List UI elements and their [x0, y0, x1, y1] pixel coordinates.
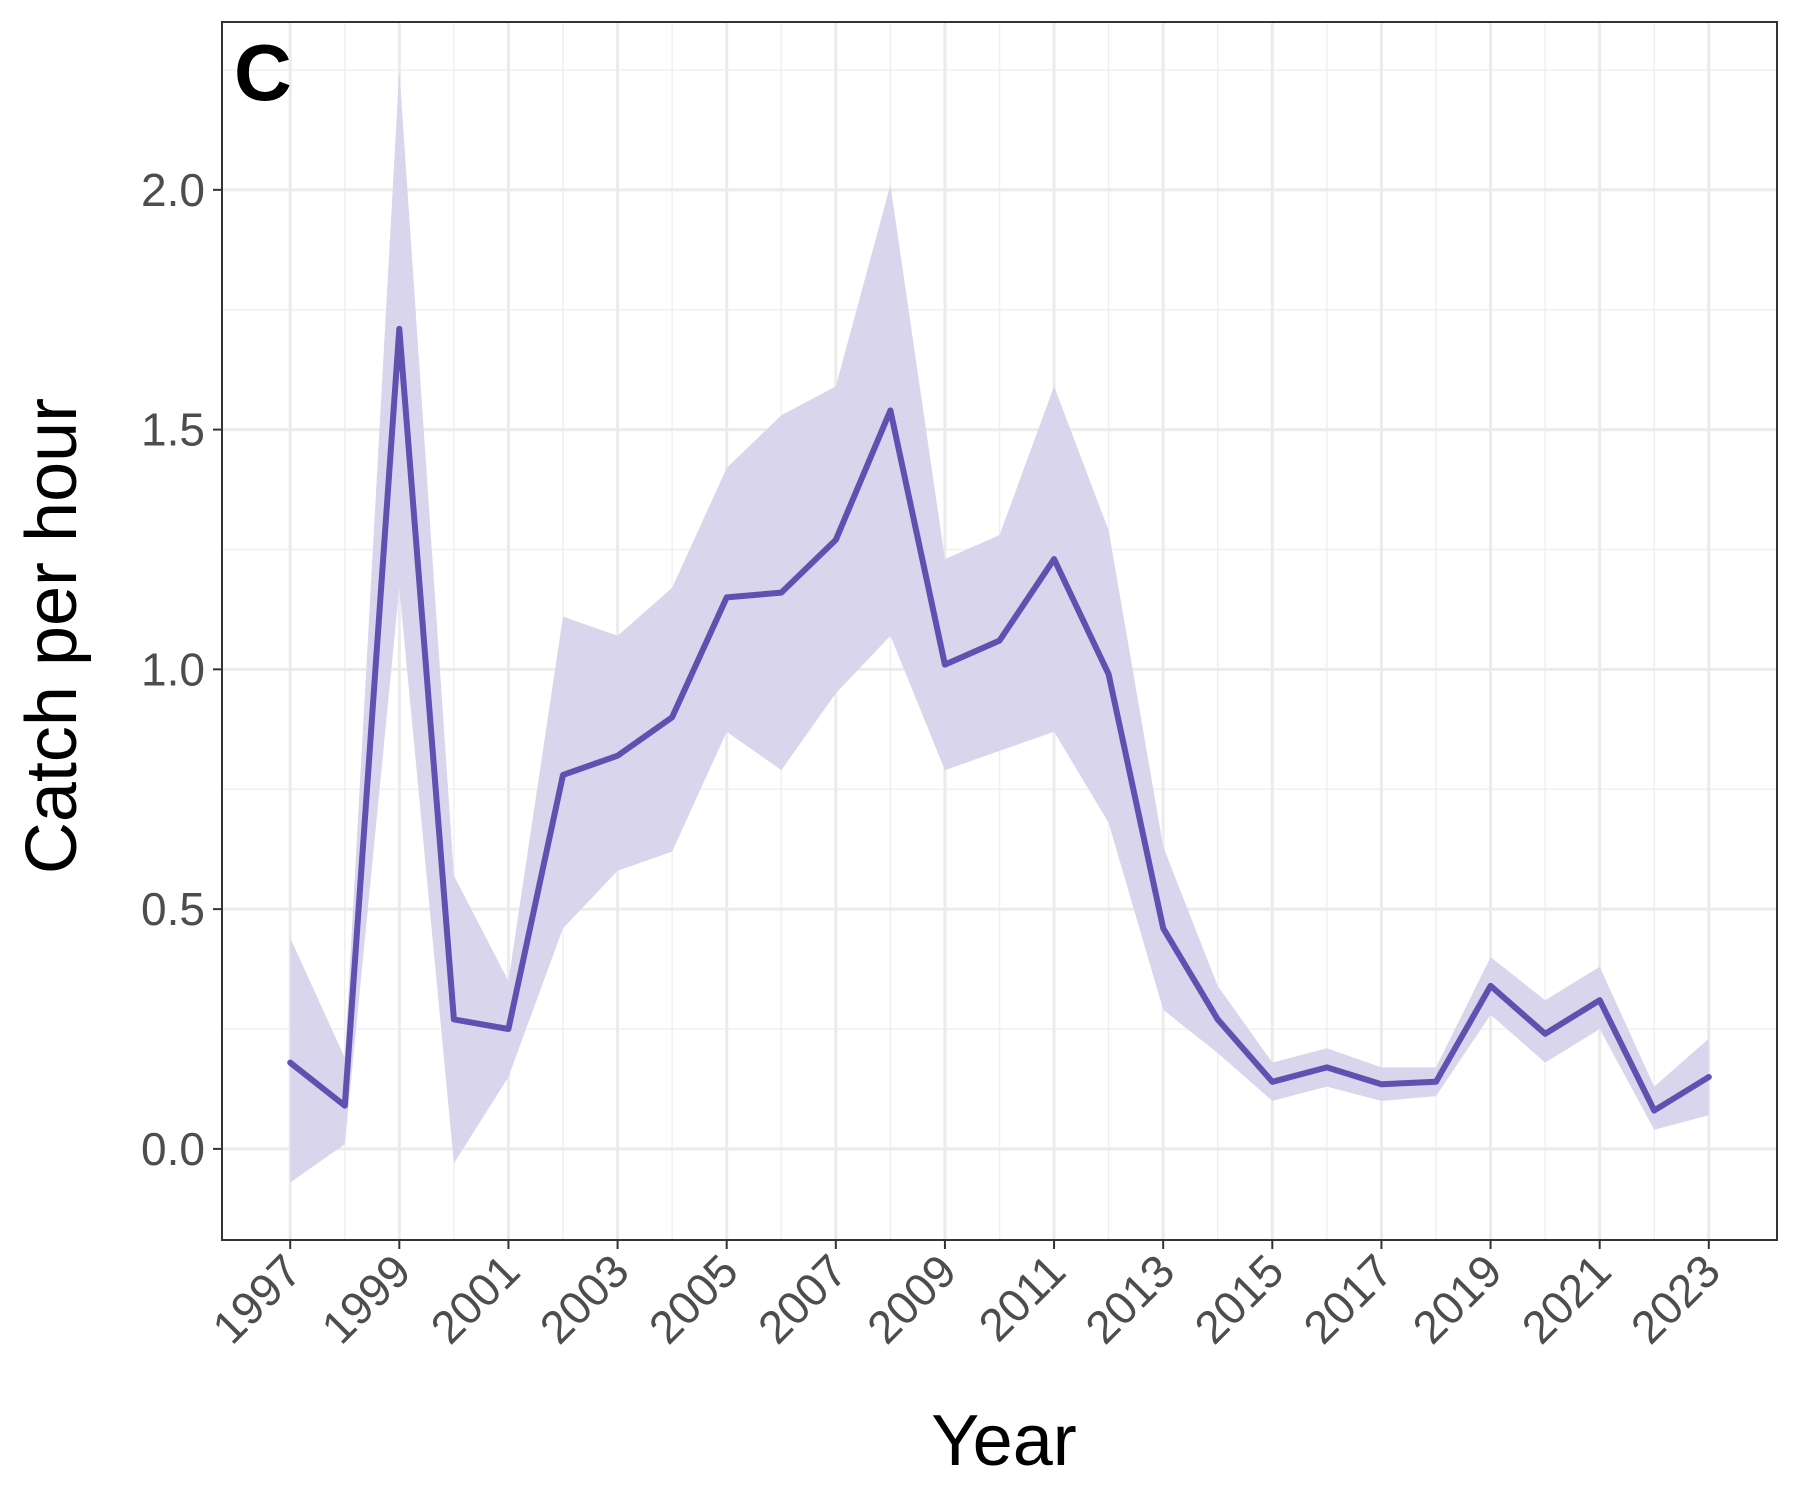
plot-panel-border — [221, 21, 1778, 1241]
confidence-band-layer — [290, 70, 1709, 1183]
axis-ticks — [213, 188, 1710, 1249]
y-tick-labels: 0.0 0.5 1.0 1.5 2.0 — [141, 164, 205, 1175]
confidence-band — [290, 70, 1709, 1183]
y-tick-label: 0.0 — [141, 1123, 205, 1175]
y-axis-title: Catch per hour — [12, 398, 92, 874]
series-line — [287, 325, 1712, 1114]
grid-minor — [222, 22, 1777, 1240]
y-tick-label: 1.0 — [141, 643, 205, 695]
panel-label: C — [234, 28, 292, 117]
y-tick-label: 1.5 — [141, 404, 205, 456]
series-line-layer — [287, 325, 1712, 1114]
y-tick-label: 2.0 — [141, 164, 205, 216]
y-tick-label: 0.5 — [141, 883, 205, 935]
x-axis-title: Year — [931, 1401, 1076, 1481]
